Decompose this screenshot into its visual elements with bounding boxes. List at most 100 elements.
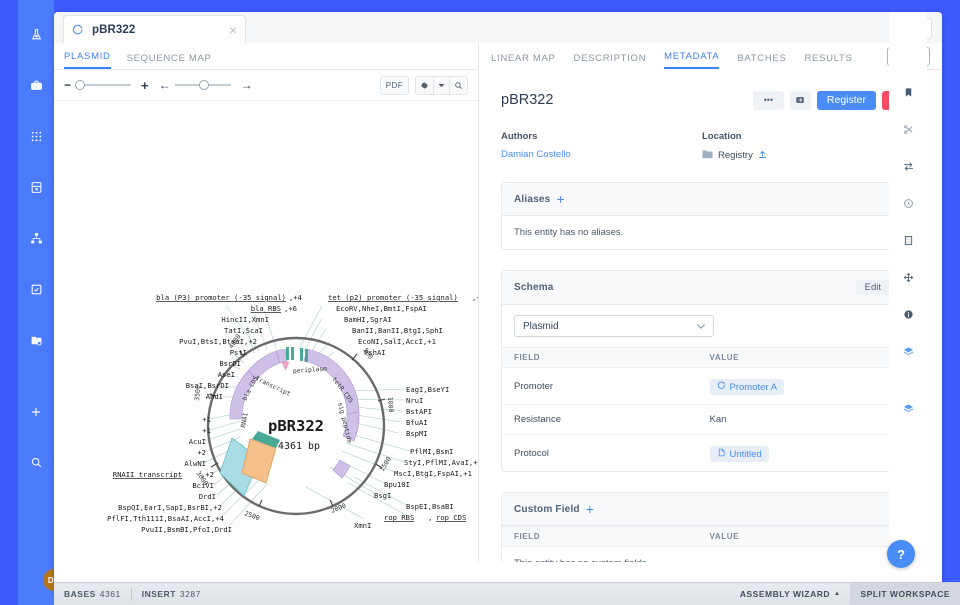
schema-select[interactable]: Plasmid bbox=[514, 315, 714, 337]
schema-col-value: VALUE bbox=[709, 353, 740, 362]
close-icon[interactable]: × bbox=[228, 22, 237, 38]
tab-sequence-map[interactable]: SEQUENCE MAP bbox=[126, 53, 212, 64]
plasmid-ticks bbox=[208, 350, 386, 507]
add-icon[interactable] bbox=[18, 393, 54, 430]
transfer-icon[interactable] bbox=[889, 148, 927, 185]
pdf-button[interactable]: PDF bbox=[379, 75, 409, 95]
svg-text:,+4: ,+4 bbox=[289, 293, 302, 302]
upload-icon[interactable] bbox=[758, 150, 767, 162]
zoom-in-button[interactable]: + bbox=[141, 77, 149, 93]
info-icon[interactable] bbox=[889, 296, 927, 333]
location-label: Location bbox=[702, 131, 742, 142]
more-options-button[interactable]: ••• bbox=[752, 90, 784, 110]
layers-alt-icon[interactable] bbox=[889, 390, 927, 427]
entity-header: pBR322 ••• Register bbox=[501, 83, 903, 117]
metadata-scroll-region[interactable]: pBR322 ••• Register bbox=[479, 69, 925, 562]
pan-right-button[interactable]: → bbox=[240, 78, 253, 92]
svg-text:BfuAI: BfuAI bbox=[406, 418, 428, 427]
svg-text:PflFI,Tth111I,BsaAI,AccI,+4: PflFI,Tth111I,BsaAI,AccI,+4 bbox=[107, 514, 224, 523]
task-check-icon[interactable] bbox=[18, 271, 54, 308]
bookmark-icon[interactable] bbox=[889, 74, 927, 111]
caret-up-icon: ▲ bbox=[834, 591, 841, 597]
tab-plasmid[interactable]: PLASMID bbox=[64, 51, 111, 69]
history-clock-icon[interactable] bbox=[889, 185, 927, 222]
search-icon[interactable] bbox=[449, 76, 467, 94]
svg-text:Transcript: Transcript bbox=[254, 375, 292, 397]
plasmid-features bbox=[219, 347, 360, 497]
tab-results[interactable]: RESULTS bbox=[804, 53, 853, 64]
svg-text:PvuII,BsmBI,PfoI,DrdI: PvuII,BsmBI,PfoI,DrdI bbox=[141, 525, 232, 534]
folder-search-icon[interactable] bbox=[18, 322, 54, 359]
protocol-chip[interactable]: Untitled bbox=[709, 446, 769, 462]
split-workspace-button[interactable]: SPLIT WORKSPACE bbox=[850, 583, 960, 605]
metadata-pane: LINEAR MAP DESCRIPTION METADATA BATCHES … bbox=[479, 43, 942, 562]
plasmid-map-canvas[interactable]: 500 1000 1500 2000 2500 3000 3500 4000 bbox=[54, 101, 478, 562]
notes-icon[interactable] bbox=[889, 222, 927, 259]
lab-flask-icon[interactable] bbox=[18, 16, 54, 53]
schema-edit-button[interactable]: Edit bbox=[855, 280, 890, 295]
move-icon[interactable] bbox=[889, 259, 927, 296]
annotations-top-right: tet (p2) promoter (-35 signal) ,+6 EcoRV,… bbox=[328, 293, 478, 357]
table-row[interactable]: Promoter Promoter A bbox=[502, 368, 902, 405]
aliases-card: Aliases + This entity has no aliases. bbox=[501, 182, 903, 250]
page-title: pBR322 bbox=[501, 92, 554, 108]
plasmid-pane: PLASMID SEQUENCE MAP − + ← → PDF bbox=[54, 43, 479, 562]
register-button[interactable]: Register bbox=[816, 90, 876, 110]
insert-value: 3287 bbox=[179, 589, 201, 599]
database-icon[interactable] bbox=[18, 169, 54, 206]
svg-text:+2: +2 bbox=[197, 448, 206, 457]
add-custom-field-button[interactable]: + bbox=[585, 501, 594, 517]
hierarchy-icon[interactable] bbox=[18, 220, 54, 257]
table-row[interactable]: Resistance Kan bbox=[502, 405, 902, 435]
custom-col-value: VALUE bbox=[709, 532, 740, 541]
zoom-slider[interactable] bbox=[75, 80, 132, 90]
grid-apps-icon[interactable] bbox=[18, 118, 54, 155]
briefcase-icon[interactable] bbox=[18, 67, 54, 104]
document-tab-pbr322[interactable]: pBR322 × bbox=[63, 15, 246, 44]
authors-label: Authors bbox=[501, 131, 538, 142]
svg-text:AcuI: AcuI bbox=[189, 437, 206, 446]
scissors-icon[interactable] bbox=[889, 111, 927, 148]
tab-metadata[interactable]: METADATA bbox=[664, 51, 720, 69]
svg-text:BsaI,BsrDI: BsaI,BsrDI bbox=[186, 381, 229, 390]
svg-text:RNAII transcript: RNAII transcript bbox=[113, 470, 182, 479]
map-toolbar: − + ← → PDF bbox=[54, 70, 478, 101]
tab-description[interactable]: DESCRIPTION bbox=[573, 53, 647, 64]
annotations-right: EagI,BseYI NruI BstAPI BfuAI BspMI PflMI… bbox=[374, 385, 478, 522]
svg-text:BsgI: BsgI bbox=[374, 491, 391, 500]
aliases-title: Aliases bbox=[514, 193, 551, 205]
location-value[interactable]: Registry bbox=[718, 150, 753, 161]
field-name: Resistance bbox=[514, 414, 561, 425]
search-icon[interactable] bbox=[18, 444, 54, 481]
svg-text:,+6: ,+6 bbox=[284, 304, 297, 313]
export-icon[interactable] bbox=[789, 90, 811, 110]
assembly-wizard-button[interactable]: ASSEMBLY WIZARD ▲ bbox=[730, 583, 851, 605]
table-row[interactable]: Protocol Untitled bbox=[502, 435, 902, 471]
chevron-down-icon bbox=[697, 322, 705, 331]
svg-text:2500: 2500 bbox=[243, 509, 261, 522]
layers-icon[interactable] bbox=[889, 333, 927, 370]
svg-text:BsrDI: BsrDI bbox=[219, 359, 241, 368]
pan-left-button[interactable]: ← bbox=[158, 78, 171, 92]
plasmid-map-svg: 500 1000 1500 2000 2500 3000 3500 4000 bbox=[107, 293, 478, 534]
pan-slider[interactable] bbox=[174, 80, 231, 90]
gear-icon[interactable] bbox=[416, 77, 433, 94]
chevron-down-icon[interactable] bbox=[433, 76, 449, 94]
tab-linear-map[interactable]: LINEAR MAP bbox=[491, 53, 556, 64]
authors-block: Authors Damian Costello bbox=[501, 131, 702, 162]
zoom-out-button[interactable]: − bbox=[64, 78, 72, 92]
svg-text:PflMI,BsmI: PflMI,BsmI bbox=[410, 447, 453, 456]
add-alias-button[interactable]: + bbox=[556, 191, 565, 207]
tab-batches[interactable]: BATCHES bbox=[737, 53, 787, 64]
author-link[interactable]: Damian Costello bbox=[501, 149, 571, 160]
help-button[interactable]: ? bbox=[887, 540, 915, 568]
plasmid-circle-icon bbox=[717, 381, 726, 393]
custom-field-table-header: FIELD VALUE bbox=[502, 526, 902, 547]
custom-col-field: FIELD bbox=[514, 532, 541, 541]
svg-text:+1: +1 bbox=[202, 426, 211, 435]
field-name: Promoter bbox=[514, 380, 554, 392]
custom-field-card: Custom Field + FIELD VALUE This entity h… bbox=[501, 492, 903, 562]
svg-text:PshAI: PshAI bbox=[364, 348, 386, 357]
promoter-chip[interactable]: Promoter A bbox=[709, 379, 785, 395]
